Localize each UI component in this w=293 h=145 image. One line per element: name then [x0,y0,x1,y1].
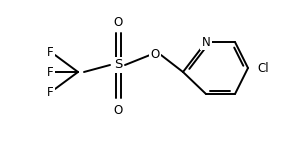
Text: N: N [202,36,210,48]
Text: F: F [47,46,53,58]
Text: F: F [47,66,53,78]
Text: O: O [113,104,123,116]
Text: S: S [114,58,122,71]
Text: O: O [113,16,123,29]
Text: F: F [47,86,53,98]
Text: Cl: Cl [257,61,269,75]
Text: O: O [150,48,160,61]
